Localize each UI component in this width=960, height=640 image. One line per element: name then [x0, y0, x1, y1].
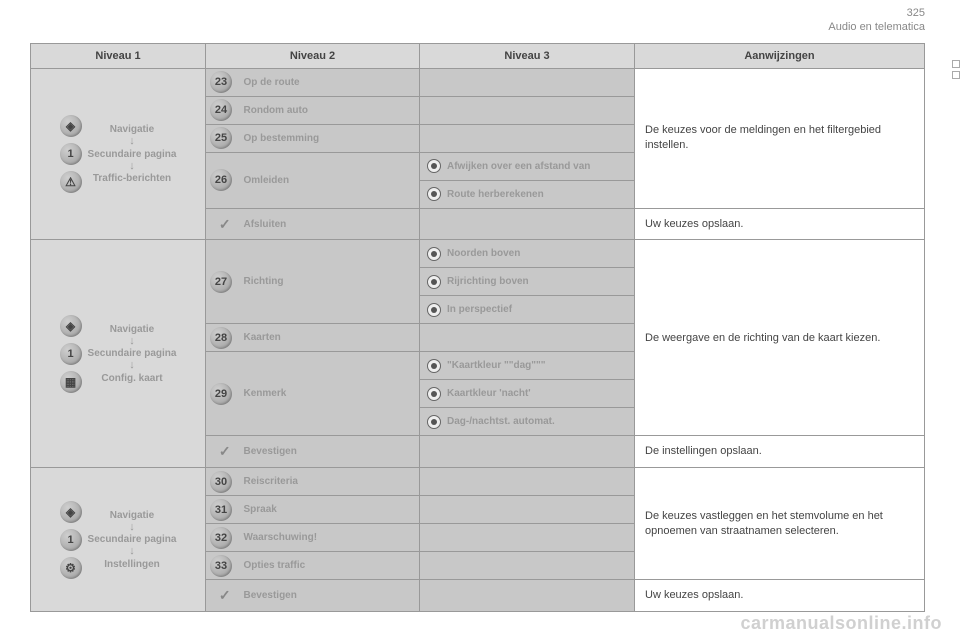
- arrow-down-icon: ↓: [129, 339, 135, 345]
- col-niveau2: Niveau 2: [206, 43, 420, 68]
- lvl1-line: Config. kaart: [101, 373, 162, 384]
- check-icon: ✓: [219, 216, 231, 232]
- nav-icon: ◈: [60, 115, 82, 137]
- gear-icon: ⚙: [60, 557, 82, 579]
- lvl2-label: Waarschuwing!: [240, 524, 420, 552]
- lvl2-label: Omleiden: [240, 152, 420, 208]
- lvl1-block: ◈ 1 ▦ Navigatie ↓ Secundaire pagina ↓ Co…: [31, 240, 206, 468]
- radio-icon: [427, 303, 441, 317]
- table-row: ◈ 1 ⚠ Navigatie ↓ Secundaire pagina ↓ Tr…: [31, 68, 925, 96]
- col-niveau3: Niveau 3: [420, 43, 635, 68]
- lvl1-line: Secundaire pagina: [88, 149, 177, 160]
- lvl1-line: Secundaire pagina: [88, 348, 177, 359]
- lvl3-label: Noorden boven: [447, 248, 520, 259]
- lvl1-line: Navigatie: [110, 324, 154, 335]
- section-title: Audio en telematica: [0, 20, 925, 34]
- step-num: 32: [210, 527, 232, 549]
- step-num: 24: [210, 99, 232, 121]
- step-num: 31: [210, 499, 232, 521]
- lvl3-label: Rijrichting boven: [447, 276, 529, 287]
- step-num: 30: [210, 471, 232, 493]
- radio-icon: [427, 187, 441, 201]
- lvl2-label: Op de route: [240, 68, 420, 96]
- lvl2-label: Richting: [240, 240, 420, 324]
- col-aanwijzingen: Aanwijzingen: [635, 43, 925, 68]
- hint-text: Uw keuzes opslaan.: [635, 208, 925, 240]
- lvl2-label: Op bestemming: [240, 124, 420, 152]
- lvl1-line: Navigatie: [110, 510, 154, 521]
- step-num: 29: [210, 383, 232, 405]
- radio-icon: [427, 247, 441, 261]
- hint-text: De keuzes vastleggen en het stemvolume e…: [635, 468, 925, 580]
- num-1-icon: 1: [60, 529, 82, 551]
- lvl3-label: Route herberekenen: [447, 189, 544, 200]
- corner-tabs: [952, 60, 960, 79]
- table-row: ◈ 1 ⚙ Navigatie ↓ Secundaire pagina ↓ In…: [31, 468, 925, 496]
- corner-tab: [952, 71, 960, 79]
- arrow-down-icon: ↓: [129, 549, 135, 555]
- col-niveau1: Niveau 1: [31, 43, 206, 68]
- step-num: 26: [210, 169, 232, 191]
- watermark: carmanualsonline.info: [740, 613, 942, 634]
- nav-icon: ◈: [60, 315, 82, 337]
- arrow-down-icon: ↓: [129, 363, 135, 369]
- settings-table: Niveau 1 Niveau 2 Niveau 3 Aanwijzingen …: [30, 43, 925, 613]
- num-1-icon: 1: [60, 143, 82, 165]
- check-icon: ✓: [219, 443, 231, 459]
- radio-icon: [427, 415, 441, 429]
- step-num: 33: [210, 555, 232, 577]
- grid-icon: ▦: [60, 371, 82, 393]
- step-num: 28: [210, 327, 232, 349]
- lvl1-line: Traffic-berichten: [93, 173, 171, 184]
- num-1-icon: 1: [60, 343, 82, 365]
- lvl3-label: "Kaartkleur ""dag""": [447, 360, 545, 371]
- corner-tab: [952, 60, 960, 68]
- hint-text: Uw keuzes opslaan.: [635, 580, 925, 612]
- confirm-label: Bevestigen: [240, 436, 420, 468]
- hint-text: De weergave en de richting van de kaart …: [635, 240, 925, 436]
- arrow-down-icon: ↓: [129, 525, 135, 531]
- lvl1-block: ◈ 1 ⚠ Navigatie ↓ Secundaire pagina ↓ Tr…: [31, 68, 206, 240]
- lvl1-line: Instellingen: [104, 559, 160, 570]
- lvl2-label: Kaarten: [240, 324, 420, 352]
- page-number: 325: [0, 6, 925, 20]
- lvl3-label: Dag-/nachtst. automat.: [447, 416, 555, 427]
- step-num: 25: [210, 127, 232, 149]
- table-row: ◈ 1 ▦ Navigatie ↓ Secundaire pagina ↓ Co…: [31, 240, 925, 268]
- radio-icon: [427, 387, 441, 401]
- lvl3-label: Afwijken over een afstand van: [447, 161, 590, 172]
- hint-text: De instellingen opslaan.: [635, 436, 925, 468]
- confirm-label: Afsluiten: [240, 208, 420, 240]
- lvl1-block: ◈ 1 ⚙ Navigatie ↓ Secundaire pagina ↓ In…: [31, 468, 206, 612]
- arrow-down-icon: ↓: [129, 164, 135, 170]
- lvl2-label: Reiscriteria: [240, 468, 420, 496]
- lvl2-label: Kenmerk: [240, 352, 420, 436]
- lvl2-label: Spraak: [240, 496, 420, 524]
- lvl2-label: Opties traffic: [240, 552, 420, 580]
- warn-icon: ⚠: [60, 171, 82, 193]
- lvl3-label: Kaartkleur 'nacht': [447, 388, 531, 399]
- lvl2-label: Rondom auto: [240, 96, 420, 124]
- confirm-label: Bevestigen: [240, 580, 420, 612]
- step-num: 23: [210, 71, 232, 93]
- lvl3-label: In perspectief: [447, 304, 512, 315]
- check-icon: ✓: [219, 587, 231, 603]
- arrow-down-icon: ↓: [129, 139, 135, 145]
- page-header: 325 Audio en telematica: [0, 0, 960, 37]
- lvl1-line: Secundaire pagina: [88, 534, 177, 545]
- nav-icon: ◈: [60, 501, 82, 523]
- radio-icon: [427, 159, 441, 173]
- lvl1-line: Navigatie: [110, 124, 154, 135]
- radio-icon: [427, 275, 441, 289]
- hint-text: De keuzes voor de meldingen en het filte…: [635, 68, 925, 208]
- step-num: 27: [210, 271, 232, 293]
- radio-icon: [427, 359, 441, 373]
